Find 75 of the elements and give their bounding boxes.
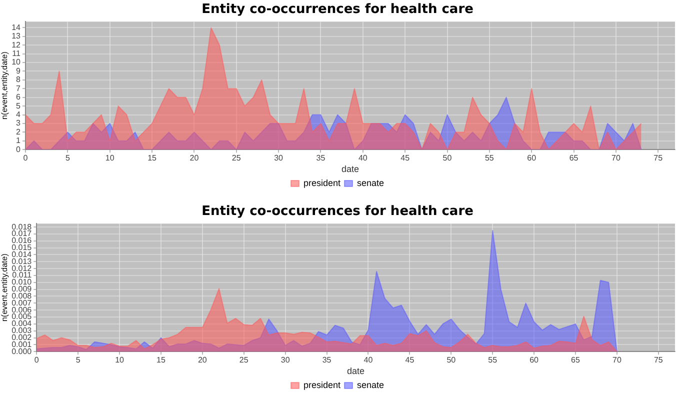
x-tick-label: 0 [34, 356, 40, 365]
x-tick-label: 10 [115, 356, 125, 365]
y-tick-label: 0.011 [12, 270, 32, 280]
y-tick-label: 0.016 [12, 236, 32, 246]
y-tick-label: 0.003 [12, 326, 32, 336]
x-tick-label: 40 [364, 356, 374, 365]
y-tick-label: 12 [12, 40, 22, 50]
y-tick-label: 0.004 [12, 319, 32, 328]
y-tick-label: 6 [16, 92, 22, 102]
y-tick-label: 3 [16, 118, 22, 128]
chart-title: Entity co-occurrences for health care [202, 204, 474, 220]
x-tick-label: 65 [571, 356, 581, 365]
y-tick-label: 0.002 [12, 332, 32, 342]
y-tick-label: 8 [16, 75, 22, 84]
x-tick-label: 10 [105, 154, 115, 163]
y-tick-label: 0.014 [12, 250, 32, 259]
legend-label: president [303, 178, 341, 188]
x-tick-label: 5 [76, 356, 81, 365]
y-tick-label: 4 [16, 110, 22, 119]
y-tick-label: 0.008 [12, 291, 32, 300]
y-tick-label: 10 [12, 58, 22, 67]
x-tick-label: 5 [65, 154, 70, 163]
y-tick-label: 5 [16, 101, 22, 110]
legend-label: president [303, 380, 341, 390]
x-tick-label: 15 [148, 154, 158, 163]
y-tick-label: 0.005 [12, 312, 32, 322]
legend-label: senate [357, 380, 384, 390]
y-tick-label: 0.000 [12, 346, 32, 356]
y-tick-label: 0.001 [12, 340, 32, 349]
y-tick-label: 11 [12, 49, 22, 58]
y-tick-label: 0.018 [12, 222, 32, 232]
x-tick-label: 35 [316, 154, 326, 163]
x-tick-label: 75 [654, 154, 664, 163]
x-tick-label: 70 [612, 154, 621, 163]
x-axis-title: date [341, 164, 360, 174]
y-tick-label: 0.006 [12, 305, 32, 314]
legend-label: senate [357, 178, 384, 188]
x-tick-label: 70 [612, 356, 622, 365]
y-tick-label: 0.017 [12, 229, 32, 238]
y-tick-label: 13 [12, 32, 22, 41]
x-tick-label: 25 [239, 356, 249, 365]
x-tick-label: 45 [405, 356, 415, 365]
y-tick-label: 9 [16, 66, 22, 76]
x-tick-label: 30 [274, 154, 284, 163]
x-tick-label: 50 [446, 356, 456, 365]
y-tick-label: 0.013 [12, 256, 32, 266]
y-tick-label: 0 [16, 144, 22, 154]
x-tick-label: 45 [400, 154, 410, 163]
x-tick-label: 40 [358, 154, 368, 163]
y-tick-label: 2 [16, 127, 22, 136]
chart-title: Entity co-occurrences for health care [202, 2, 474, 18]
y-tick-label: 0.007 [12, 298, 32, 308]
y-tick-label: 14 [12, 22, 22, 32]
y-axis-title: n(event,entity,date) [0, 253, 10, 322]
x-tick-label: 75 [654, 356, 664, 365]
y-tick-label: 0.015 [12, 243, 32, 252]
x-tick-label: 30 [280, 356, 290, 365]
x-tick-label: 20 [198, 356, 208, 365]
y-tick-label: 0.012 [12, 264, 32, 273]
x-tick-label: 60 [530, 356, 540, 365]
y-axis-title: n(event,entity,date) [0, 51, 10, 120]
x-axis-title: date [347, 366, 365, 376]
x-tick-label: 20 [190, 154, 200, 163]
y-tick-label: 0.010 [12, 278, 32, 287]
x-tick-label: 60 [527, 154, 537, 163]
x-tick-label: 55 [484, 154, 494, 163]
x-tick-label: 35 [322, 356, 332, 365]
y-tick-label: 1 [16, 136, 22, 146]
x-tick-label: 25 [232, 154, 242, 163]
y-tick-label: 0.009 [12, 284, 32, 294]
x-tick-label: 65 [569, 154, 579, 163]
x-tick-label: 15 [156, 356, 166, 365]
x-tick-label: 55 [488, 356, 498, 365]
x-tick-label: 50 [442, 154, 452, 163]
y-tick-label: 7 [16, 84, 22, 93]
